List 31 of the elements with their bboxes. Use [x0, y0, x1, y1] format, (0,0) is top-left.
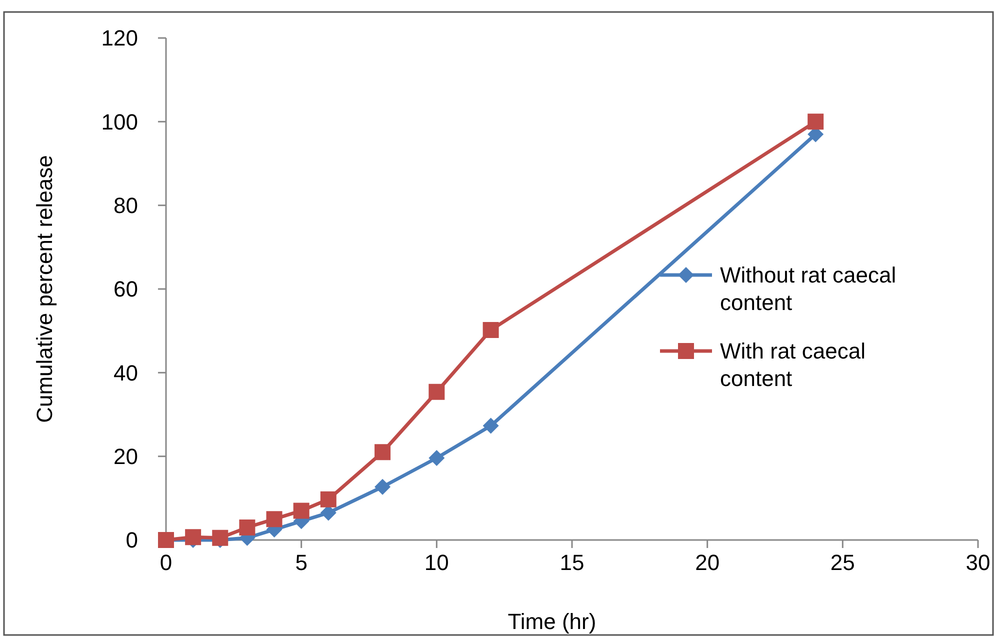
point [428, 384, 445, 400]
point [428, 450, 445, 466]
y-tick-label: 0 [126, 528, 138, 553]
x-tick-label: 25 [830, 550, 855, 575]
y-tick-label: 120 [101, 26, 138, 51]
point [212, 530, 228, 546]
point [266, 511, 282, 528]
x-tick-label: 20 [695, 550, 720, 575]
y-tick-label: 60 [114, 276, 138, 302]
x-axis-title: Time (hr) [508, 609, 596, 634]
y-tick-label: 100 [101, 109, 138, 134]
point [374, 444, 391, 460]
point [374, 478, 391, 495]
x-tick-label: 15 [560, 550, 584, 575]
y-axis-title: Cumulative percent release [32, 155, 57, 423]
point [239, 519, 256, 536]
x-tick-label: 0 [160, 550, 172, 575]
y-tick-label: 20 [114, 444, 138, 470]
y-tick-label: 80 [114, 193, 138, 218]
point [482, 418, 499, 434]
x-tick-label: 10 [424, 550, 449, 575]
x-tick-label: 5 [295, 550, 308, 575]
y-tick-label: 40 [114, 360, 138, 386]
point [185, 529, 202, 546]
legend-label: With rat caecal content [720, 338, 866, 392]
point [808, 114, 824, 130]
point [293, 502, 310, 519]
x-tick-label: 30 [966, 550, 990, 575]
point [320, 491, 336, 508]
point [482, 322, 499, 338]
legend-label: Without rat caecal content [720, 262, 896, 316]
